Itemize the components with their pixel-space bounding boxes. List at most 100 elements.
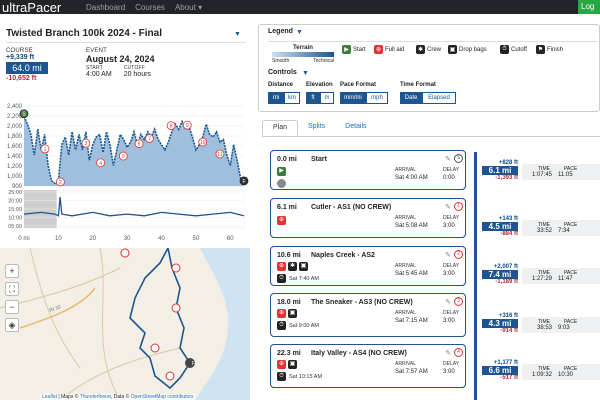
start-icon: ▶ <box>342 45 351 54</box>
tab-details[interactable]: Details <box>345 123 367 130</box>
waypoint-card[interactable]: 18.0 mi The Sneaker - AS3 (NO CREW) ✎ 3 ⊕ ▣ ⏱ S… <box>270 293 466 337</box>
tab-plan[interactable]: Plan <box>262 120 299 136</box>
waypoint-distance: 0.0 mi <box>277 156 297 163</box>
controls-title[interactable]: Controls <box>268 69 297 76</box>
edit-icon[interactable]: ✎ <box>445 299 451 306</box>
waypoint-card[interactable]: 22.3 mi Italy Valley - AS4 (NO CREW) ✎ 4 ⊕ ▣ ⏱… <box>270 344 466 388</box>
legend-crew: ✱ Crew <box>416 45 441 54</box>
thunderforest-link[interactable]: Thunderforest <box>79 394 111 400</box>
time-elapsed-button[interactable]: Elapsed <box>422 92 456 104</box>
delay-value[interactable]: 3:00 <box>443 318 455 324</box>
waypoint-card[interactable]: 0.0 mi Start ✎ S ▶ ARRIVAL DELAY Sat 4:00 AM 0:0… <box>270 150 466 190</box>
segment-summary: +316 ft 4.3 mi -914 ft <box>482 313 518 334</box>
terrain-smooth: Smooth <box>272 58 290 64</box>
segment-summary: +828 ft 6.1 mi -1,393 ft <box>482 160 518 181</box>
course-summary: COURSE +9,339 ft 64.0 mi -10,652 ft <box>6 48 48 82</box>
full-aid-icon: ⊕ <box>277 309 286 318</box>
pace-minmi-button[interactable]: min/mi <box>340 92 366 104</box>
elevation-ft-button[interactable]: ft <box>306 92 320 104</box>
zoom-out-button[interactable]: − <box>5 300 19 314</box>
course-map[interactable]: F Rt 32 + ⛶ − ◈ Leaflet | Maps © Thunder… <box>0 248 250 400</box>
race-dropdown-icon[interactable]: ▼ <box>234 31 241 38</box>
y-tick-label: 2,000 <box>7 124 23 130</box>
y-tick-label: 1,800 <box>7 134 23 140</box>
finish-icon: ⚑ <box>536 45 545 54</box>
waypoint-card[interactable]: 10.6 mi Naples Creek - AS2 ✎ 2 ⊕ ✱ ▣ ⏱ Sat 7:40 … <box>270 246 466 286</box>
osm-link[interactable]: OpenStreetMap contributors <box>130 394 194 400</box>
segment-time-pace: TIME PACE 1:27:29 11:47 <box>522 268 600 284</box>
chart-marker-label: 3 <box>84 141 87 147</box>
brand-logo[interactable]: ultraPacer <box>2 0 62 15</box>
edit-icon[interactable]: ✎ <box>445 204 451 211</box>
chart-marker-finish <box>239 176 249 186</box>
course-label: COURSE <box>6 48 33 54</box>
pace-format-label: Pace Format <box>340 82 377 88</box>
arrival-time: Sat 5:45 AM <box>395 271 428 277</box>
map-aid-marker[interactable] <box>150 343 160 353</box>
waypoint-card[interactable]: 6.1 mi Cutler - AS1 (NO CREW) ✎ 1 ⊕ ARRIVAL DE… <box>270 198 466 238</box>
course-distance: 64.0 mi <box>6 62 48 74</box>
time-date-button[interactable]: Date <box>400 92 422 104</box>
delay-label: DELAY <box>443 263 460 269</box>
nav-dashboard[interactable]: Dashboard <box>86 2 126 12</box>
segment-gain: +316 ft <box>498 313 518 319</box>
map-canvas: F Rt 32 <box>0 248 250 400</box>
leaflet-link[interactable]: Leaflet <box>42 394 58 400</box>
legend-full-aid-label: Full aid <box>385 46 405 53</box>
pace-tick-label: 10:00 <box>8 216 22 222</box>
arrival-label: ARRIVAL <box>395 361 417 367</box>
elevation-pace-chart[interactable]: 2,400 2,200 2,000 1,800 1,600 1,400 1,200 1,000… <box>0 100 250 248</box>
chart-marker-label: 7 <box>148 137 151 143</box>
zoom-in-button[interactable]: + <box>5 264 19 278</box>
fullscreen-icon[interactable]: ⛶ <box>5 282 19 296</box>
course-loss: -10,652 ft <box>6 75 37 82</box>
legend-title[interactable]: Legend <box>268 28 293 35</box>
segment-distance: 7.4 mi <box>482 270 518 279</box>
edit-icon[interactable]: ✎ <box>445 156 451 163</box>
nav-about[interactable]: About ▾ <box>174 2 203 12</box>
chart-marker-label: 4 <box>99 161 102 167</box>
map-attribution: Leaflet | Maps © Thunderforest, Data © O… <box>40 394 196 400</box>
map-aid-marker[interactable] <box>165 371 175 381</box>
segment-time: 38:53 <box>536 325 552 331</box>
segment-loss: -1,189 ft <box>495 279 518 285</box>
cutoff-time: Sat 9:00 AM <box>289 323 319 329</box>
layers-icon[interactable]: ◈ <box>5 318 19 332</box>
distance-km-button[interactable]: km <box>284 92 300 104</box>
delay-value[interactable]: 3:00 <box>443 271 455 277</box>
x-tick-label: 60 <box>227 236 234 242</box>
distance-mi-button[interactable]: mi <box>268 92 284 104</box>
segment-summary: +2,007 ft 7.4 mi -1,189 ft <box>482 264 518 285</box>
legend-toggle-icon[interactable]: ▼ <box>296 29 303 36</box>
pace-mph-button[interactable]: mph <box>366 92 388 104</box>
delay-value[interactable]: 0:00 <box>443 175 455 181</box>
time-label: TIME <box>538 166 550 172</box>
segment-pace: 9:03 <box>558 325 570 331</box>
status-dot-icon <box>277 179 286 188</box>
pace-tick-label: 25:00 <box>8 190 22 196</box>
map-aid-marker[interactable] <box>171 263 181 273</box>
controls-toggle-icon[interactable]: ▼ <box>302 70 309 77</box>
delay-value[interactable]: 3:00 <box>443 223 455 229</box>
event-date: August 24, 2024 <box>86 54 155 64</box>
tab-splits[interactable]: Splits <box>308 123 326 130</box>
edit-icon[interactable]: ✎ <box>445 350 451 357</box>
login-button[interactable]: Log <box>578 0 600 14</box>
segment-distance: 6.1 mi <box>482 166 518 175</box>
waypoint-badge: S <box>454 154 463 163</box>
chart-marker-label: 8 <box>170 124 173 130</box>
time-label: TIME <box>538 270 550 276</box>
elevation-m-button[interactable]: m <box>320 92 334 104</box>
pace-label: PACE <box>563 366 578 372</box>
segment-loss: -517 ft <box>500 375 518 381</box>
event-label: EVENT <box>86 48 108 54</box>
map-aid-marker[interactable] <box>171 303 181 313</box>
edit-icon[interactable]: ✎ <box>445 252 451 259</box>
map-finish-marker[interactable] <box>185 358 195 368</box>
terrain-legend: Terrain Smooth Technical <box>272 45 334 64</box>
map-aid-marker[interactable] <box>120 248 130 258</box>
nav-courses[interactable]: Courses <box>135 2 165 12</box>
arrival-label: ARRIVAL <box>395 263 417 269</box>
crew-icon: ✱ <box>288 262 297 271</box>
delay-value[interactable]: 3:00 <box>443 369 455 375</box>
